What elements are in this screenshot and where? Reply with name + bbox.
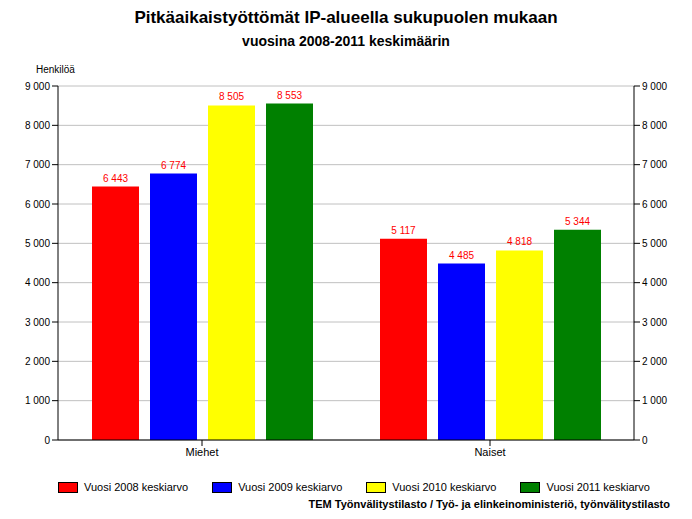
svg-text:Naiset: Naiset <box>474 446 505 458</box>
html-text:Vuosi 2010 keskiarvo: Vuosi 2010 keskiarvo <box>392 481 497 493</box>
svg-text:6 774: 6 774 <box>161 160 186 171</box>
svg-text:8 000: 8 000 <box>642 120 667 131</box>
html-text:Vuosi 2011 keskiarvo: Vuosi 2011 keskiarvo <box>546 481 650 493</box>
svg-text:0: 0 <box>642 435 648 446</box>
svg-text:1 000: 1 000 <box>25 395 50 406</box>
svg-text:9 000: 9 000 <box>642 81 667 92</box>
svg-text:8 505: 8 505 <box>219 91 244 102</box>
html-text:Pitkäaikaistyöttömät IP-alueel: Pitkäaikaistyöttömät IP-alueella sukupuo… <box>134 8 558 27</box>
html-text:vuosina 2008-2011 keskimäärin: vuosina 2008-2011 keskimäärin <box>242 33 450 49</box>
svg-text:8 000: 8 000 <box>25 120 50 131</box>
svg-text:0: 0 <box>44 435 50 446</box>
svg-text:8 553: 8 553 <box>277 90 302 101</box>
svg-text:4 000: 4 000 <box>642 277 667 288</box>
svg-text:5 344: 5 344 <box>565 216 590 227</box>
svg-text:4 000: 4 000 <box>25 277 50 288</box>
svg-text:9 000: 9 000 <box>25 81 50 92</box>
svg-text:2 000: 2 000 <box>25 356 50 367</box>
svg-text:5 000: 5 000 <box>642 238 667 249</box>
html-text:Vuosi 2009 keskiarvo: Vuosi 2009 keskiarvo <box>238 481 343 493</box>
svg-text:6 000: 6 000 <box>25 199 50 210</box>
svg-text:Miehet: Miehet <box>185 446 218 458</box>
svg-text:7 000: 7 000 <box>642 159 667 170</box>
svg-text:1 000: 1 000 <box>642 395 667 406</box>
svg-text:4 818: 4 818 <box>507 236 532 247</box>
svg-text:2 000: 2 000 <box>642 356 667 367</box>
svg-text:3 000: 3 000 <box>642 317 667 328</box>
svg-text:5 117: 5 117 <box>391 225 416 236</box>
svg-text:6 443: 6 443 <box>103 173 128 184</box>
svg-text:6 000: 6 000 <box>642 199 667 210</box>
html-text:TEM Työnvälitystilasto / Työ-: TEM Työnvälitystilasto / Työ- ja elinkei… <box>308 498 670 510</box>
html-text:Henkilöä: Henkilöä <box>36 64 75 75</box>
svg-text:3 000: 3 000 <box>25 317 50 328</box>
svg-text:4 485: 4 485 <box>449 250 474 261</box>
svg-text:5 000: 5 000 <box>25 238 50 249</box>
html-text:Vuosi 2008 keskiarvo: Vuosi 2008 keskiarvo <box>84 481 189 493</box>
svg-text:7 000: 7 000 <box>25 159 50 170</box>
